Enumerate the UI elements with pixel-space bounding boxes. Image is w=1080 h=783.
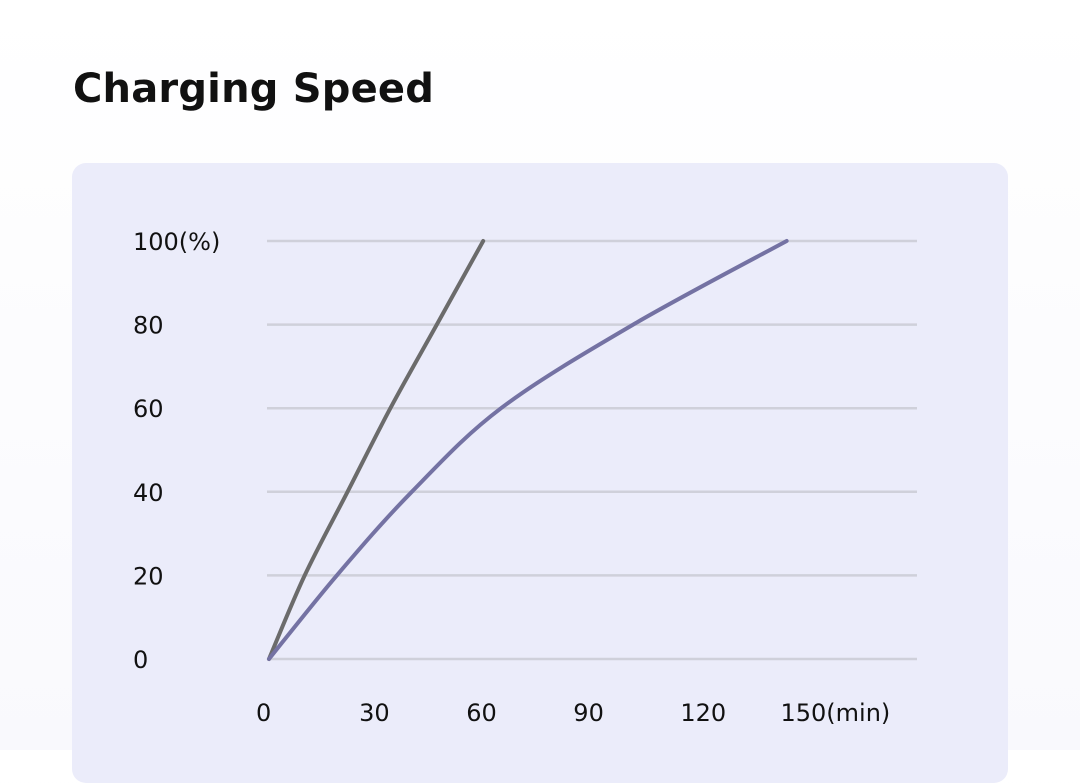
y-tick-label-80: 80	[133, 312, 164, 340]
y-tick-label-100: 100(%)	[133, 228, 220, 256]
x-tick-label-150: 150(min)	[781, 699, 891, 727]
series-line-fast-charging	[267, 239, 486, 661]
y-tick-label-20: 20	[133, 562, 164, 590]
x-tick-label-120: 120	[680, 699, 726, 727]
page-title: Charging Speed	[73, 66, 435, 112]
x-tick-label-90: 90	[573, 699, 604, 727]
x-tick-label-30: 30	[359, 699, 390, 727]
series-line-standard-charging	[267, 239, 789, 661]
chart-card	[72, 163, 1008, 783]
y-tick-label-40: 40	[133, 479, 164, 507]
charging-speed-chart: 0 20 40 60 80 100(%) 0 30 60 90 120 150(min)	[133, 228, 917, 727]
x-tick-label-60: 60	[466, 699, 497, 727]
y-tick-label-0: 0	[133, 646, 148, 674]
x-tick-label-0: 0	[256, 699, 271, 727]
y-tick-label-60: 60	[133, 395, 164, 423]
